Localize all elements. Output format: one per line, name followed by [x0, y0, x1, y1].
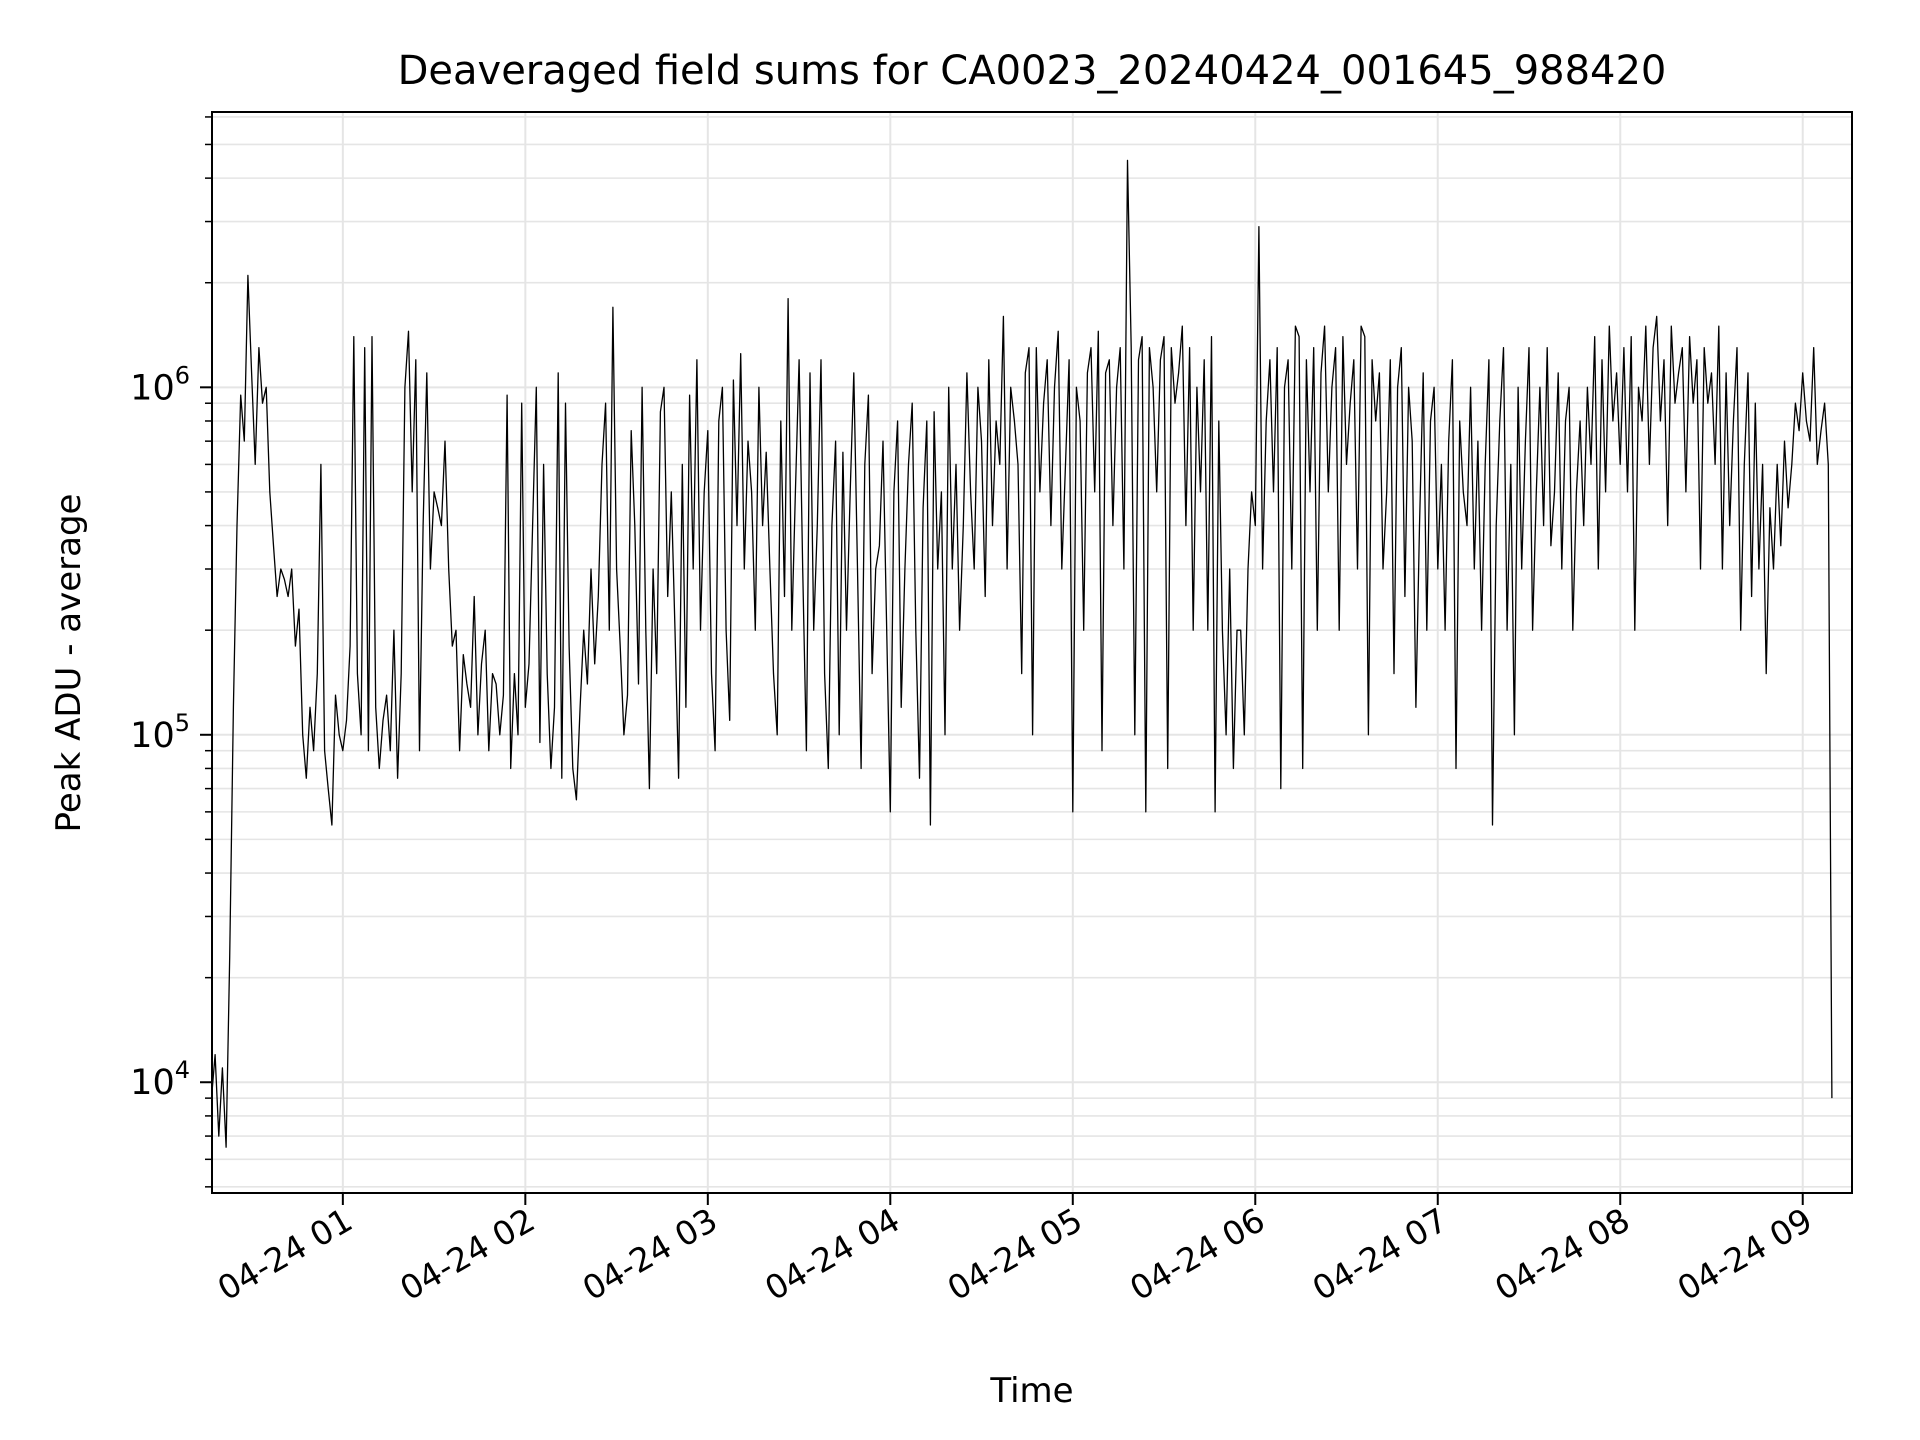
series-group — [210, 159, 1833, 1148]
y-axis-label: Peak ADU - average — [49, 494, 89, 833]
y-axis-ticks: 104 105 106 — [130, 116, 212, 1188]
x-axis-label: Time — [989, 1371, 1073, 1411]
series-line — [210, 159, 1833, 1148]
y-tick-label: 104 — [130, 1056, 190, 1103]
chart-title: Deaveraged field sums for CA0023_2024042… — [398, 48, 1667, 94]
y-tick-label: 105 — [130, 709, 190, 756]
y-tick-label: 106 — [130, 361, 190, 408]
plot-frame — [211, 111, 1853, 1194]
grid-lines — [212, 112, 1852, 1193]
